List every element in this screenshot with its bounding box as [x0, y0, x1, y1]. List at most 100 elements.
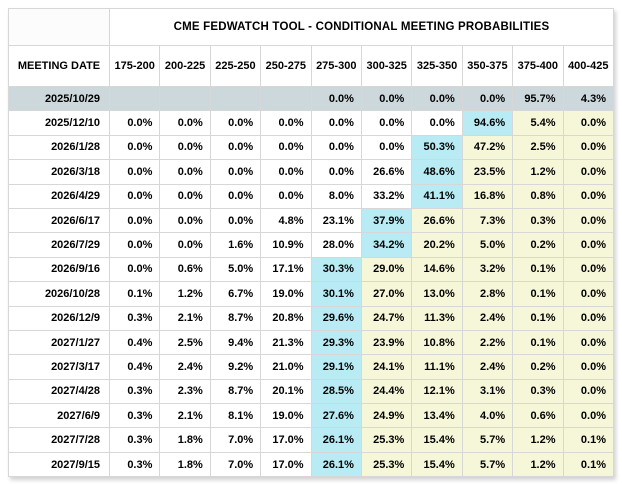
probability-cell: 13.4%	[411, 403, 463, 429]
probability-cell: 0.0%	[209, 183, 262, 209]
probability-cell: 34.2%	[360, 232, 413, 258]
probability-cell: 50.3%	[411, 134, 463, 161]
meeting-date-cell: 2026/7/29	[8, 232, 110, 258]
probability-cell: 25.3%	[360, 451, 413, 478]
probability-cell: 0.0%	[360, 110, 413, 136]
probability-cell: 0.0%	[310, 85, 362, 112]
probability-cell: 2.4%	[461, 305, 514, 331]
probability-cell: 0.3%	[512, 378, 564, 405]
probability-cell: 21.0%	[260, 354, 312, 380]
probability-cell: 0.0%	[562, 134, 615, 161]
probability-cell: 0.0%	[209, 159, 262, 185]
probability-cell: 12.1%	[411, 378, 463, 405]
probability-cell: 0.0%	[562, 207, 615, 234]
probability-cell: 5.7%	[461, 451, 514, 478]
probability-cell: 0.0%	[209, 134, 262, 161]
probability-cell: 0.0%	[260, 110, 312, 136]
probability-cell: 30.1%	[310, 281, 362, 307]
probability-cell: 0.0%	[562, 281, 615, 307]
probability-cell: 37.9%	[360, 207, 413, 234]
probability-cell: 29.6%	[310, 305, 362, 331]
rate-header-row: MEETING DATE 175-200 200-225 225-250 250-27…	[8, 45, 615, 87]
probability-cell: 27.6%	[310, 403, 362, 429]
probability-cell: 0.0%	[562, 232, 615, 258]
probability-cell: 48.6%	[411, 159, 463, 185]
rate-range-header: 275-300	[310, 45, 362, 87]
probability-cell: 2.1%	[159, 403, 211, 429]
probability-cell: 10.9%	[260, 232, 312, 258]
probability-cell: 0.1%	[512, 329, 564, 356]
probability-cell: 25.3%	[360, 427, 413, 453]
probability-cell: 9.2%	[209, 354, 262, 380]
meeting-date-cell: 2026/10/28	[8, 281, 110, 307]
table-row: 2027/3/17 0.4% 2.4% 9.2% 21.0% 29.1% 24.1% 11.1…	[8, 354, 615, 380]
probability-cell: 7.0%	[209, 451, 262, 478]
probability-cell: 0.0%	[108, 232, 161, 258]
probability-cell: 0.0%	[562, 110, 615, 136]
probability-cell: 0.2%	[512, 354, 564, 380]
table-row: 2026/3/18 0.0% 0.0% 0.0% 0.0% 0.0% 26.6% 48.6% 2…	[8, 159, 615, 185]
probability-cell: 1.8%	[159, 427, 211, 453]
probability-cell: 0.0%	[159, 110, 211, 136]
meeting-date-cell: 2027/6/9	[8, 403, 110, 429]
probability-cell: 0.0%	[159, 207, 211, 234]
meeting-date-cell: 2027/1/27	[8, 329, 110, 356]
rate-range-header: 200-225	[159, 45, 211, 87]
probability-cell: 0.0%	[562, 378, 615, 405]
table-row: 2026/9/16 0.0% 0.6% 5.0% 17.1% 30.3% 29.0% 14.6…	[8, 256, 615, 283]
probability-cell: 8.7%	[209, 305, 262, 331]
probability-cell: 0.0%	[461, 85, 514, 112]
probability-cell: 1.8%	[159, 451, 211, 478]
table-body: 2025/10/29 0.0% 0.0% 0.0% 0.0% 95.7% 4.3% 2025/…	[8, 85, 615, 478]
probability-cell: 0.0%	[108, 183, 161, 209]
probability-cell: 9.4%	[209, 329, 262, 356]
title-row: CME FEDWATCH TOOL - CONDITIONAL MEETING …	[8, 8, 614, 46]
rate-range-header: 350-375	[461, 45, 514, 87]
probability-cell: 15.4%	[411, 451, 463, 478]
probability-cell: 0.0%	[411, 110, 463, 136]
rate-range-header: 300-325	[360, 45, 413, 87]
probability-cell: 0.1%	[562, 427, 615, 453]
probability-cell: 0.0%	[159, 159, 211, 185]
probability-cell: 1.2%	[159, 281, 211, 307]
probability-cell: 14.6%	[411, 256, 463, 283]
probability-cell: 1.2%	[512, 427, 564, 453]
probability-cell: 2.2%	[461, 329, 514, 356]
probability-cell: 0.0%	[108, 110, 161, 136]
fedwatch-probabilities-table: CME FEDWATCH TOOL - CONDITIONAL MEETING …	[8, 8, 615, 478]
probability-cell: 29.3%	[310, 329, 362, 356]
probability-cell: 1.2%	[512, 159, 564, 185]
probability-cell: 8.0%	[310, 183, 362, 209]
probability-cell: 26.6%	[360, 159, 413, 185]
probability-cell: 23.1%	[310, 207, 362, 234]
probability-cell: 0.1%	[512, 305, 564, 331]
probability-cell: 2.1%	[159, 305, 211, 331]
probability-cell: 0.0%	[159, 183, 211, 209]
rate-range-header: 175-200	[108, 45, 161, 87]
probability-cell: 23.9%	[360, 329, 413, 356]
rate-range-header: 375-400	[512, 45, 564, 87]
table-row: 2026/12/9 0.3% 2.1% 8.7% 20.8% 29.6% 24.7% 11.3…	[8, 305, 615, 331]
table-title: CME FEDWATCH TOOL - CONDITIONAL MEETING …	[109, 8, 614, 46]
probability-cell: 11.1%	[411, 354, 463, 380]
meeting-date-cell: 2027/3/17	[8, 354, 110, 380]
probability-cell: 0.0%	[209, 207, 262, 234]
probability-cell: 0.4%	[108, 354, 161, 380]
probability-cell: 2.4%	[461, 354, 514, 380]
probability-cell: 0.0%	[260, 183, 312, 209]
table-row: 2027/9/15 0.3% 1.8% 7.0% 17.0% 26.1% 25.3% 15.4…	[8, 451, 615, 478]
probability-cell: 20.1%	[260, 378, 312, 405]
meeting-date-cell: 2027/9/15	[8, 451, 110, 478]
probability-cell: 13.0%	[411, 281, 463, 307]
probability-cell: 6.7%	[209, 281, 262, 307]
meeting-date-header: MEETING DATE	[8, 45, 110, 87]
probability-cell: 0.0%	[108, 207, 161, 234]
probability-cell	[108, 85, 161, 112]
probability-cell: 10.8%	[411, 329, 463, 356]
probability-cell: 1.2%	[512, 451, 564, 478]
probability-cell	[260, 85, 312, 112]
table-row: 2027/6/9 0.3% 2.1% 8.1% 19.0% 27.6% 24.9% 13.4%…	[8, 403, 615, 429]
probability-cell: 0.0%	[310, 159, 362, 185]
probability-cell: 7.0%	[209, 427, 262, 453]
probability-cell: 0.1%	[512, 256, 564, 283]
